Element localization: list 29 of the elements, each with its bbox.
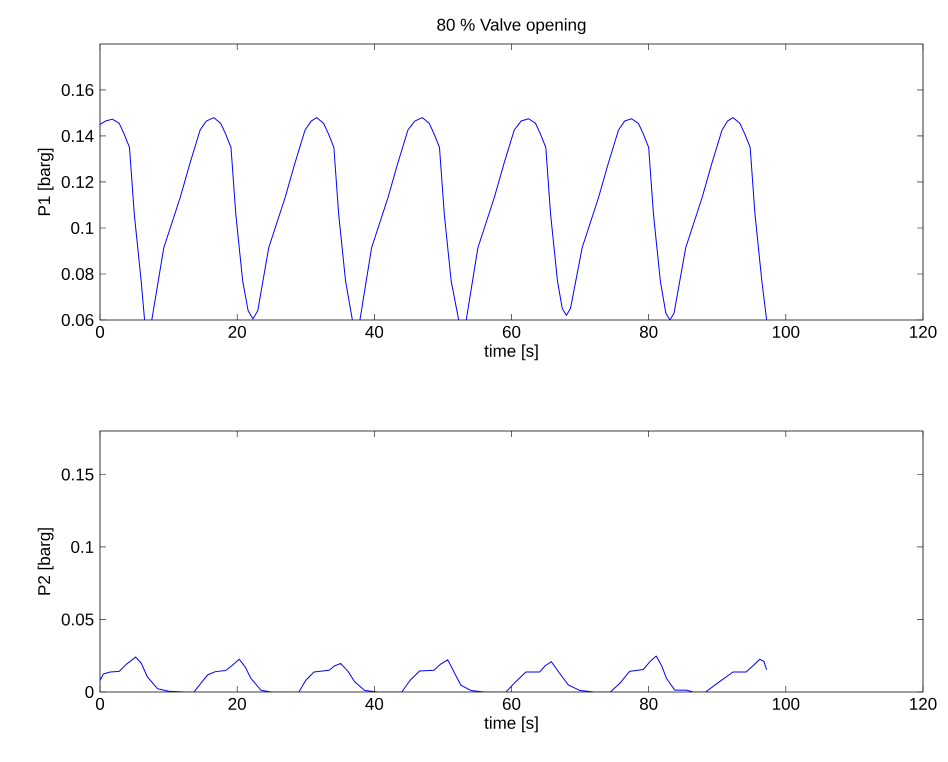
x-tick-label: 0 [96,326,104,338]
x-tick-label: 80 [640,698,658,710]
x-tick-label: 100 [772,326,800,338]
y-tick-label: 0.08 [62,268,94,280]
x-tick-label: 60 [502,326,520,338]
x-tick-label: 120 [910,326,937,338]
y-tick-label: 0 [85,686,94,698]
y-tick-label: 0.16 [62,84,94,96]
x-axis-title: time [s] [484,344,538,360]
x-tick-label: 80 [640,326,658,338]
y-tick-label: 0.06 [62,314,94,326]
x-tick-label: 120 [910,698,937,710]
x-tick-label: 0 [96,698,104,710]
y-tick-label: 0.1 [71,540,94,554]
x-tick-label: 20 [228,326,246,338]
y-axis-title: P2 [barg] [38,528,54,595]
y-tick-label: 0.14 [62,130,94,142]
y-tick-label: 0.12 [62,176,94,188]
x-tick-label: 40 [365,326,384,338]
y-tick-label: 0.05 [62,613,94,626]
y-tick-label: 0.15 [62,468,94,481]
x-tick-label: 40 [365,698,384,710]
y-axis-title: P1 [barg] [38,148,54,216]
x-tick-label: 60 [502,698,520,710]
y-tick-label: 0.1 [71,222,94,234]
x-tick-label: 100 [772,698,800,710]
x-axis-title: time [s] [484,716,538,732]
chart-title: 80 % Valve opening [437,18,586,34]
x-tick-label: 20 [228,698,246,710]
